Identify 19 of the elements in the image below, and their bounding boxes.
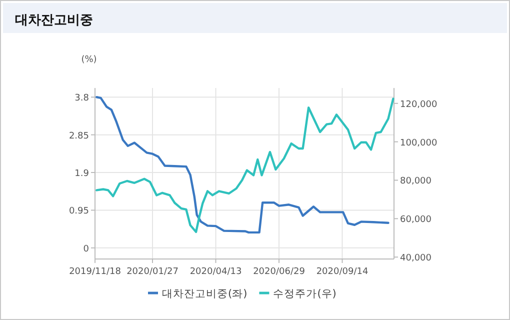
y-tick-label: 1.9 <box>74 169 90 180</box>
x-tick-label: 2020/04/13 <box>190 267 242 277</box>
y2-tick-label: 40,000 <box>400 254 432 264</box>
title: 대차잔고비중 <box>15 13 93 28</box>
legend-label: 대차잔고비중(좌) <box>162 288 248 300</box>
x-tick-label: 2020/01/27 <box>126 267 178 277</box>
x-tick-label: 2019/11/18 <box>69 267 122 277</box>
y-tick-label: 3.8 <box>74 94 90 104</box>
y-axis-title: (%) <box>81 55 97 65</box>
y-tick-label: 2.85 <box>68 131 89 142</box>
legend-label: 수정주가(우) <box>273 288 336 300</box>
y2-tick-label: 80,000 <box>400 176 432 187</box>
y2-tick-label: 120,000 <box>400 100 438 110</box>
y2-tick-label: 60,000 <box>400 215 432 226</box>
x-tick-label: 2020/09/14 <box>316 267 368 277</box>
y-tick-label: 0.95 <box>68 206 89 217</box>
y2-tick-label: 100,000 <box>400 138 438 148</box>
y-tick-label: 0 <box>83 244 90 254</box>
x-tick-label: 2020/06/29 <box>253 267 306 277</box>
